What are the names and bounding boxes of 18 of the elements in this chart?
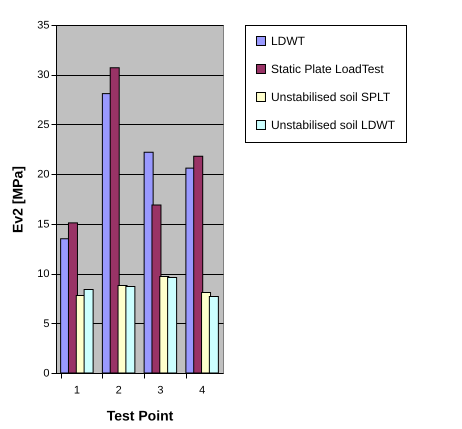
x-tick-label: 1 [74,384,80,396]
y-tick-label: 35 [37,20,50,32]
x-tick-label: 3 [157,384,164,396]
legend-label: Unstabilised soil LDWT [271,118,396,132]
y-axis-title: Ev2 [MPa] [9,166,26,233]
y-tick-label: 5 [43,318,50,330]
x-axis-title: Test Point [106,408,174,424]
y-tick-label: 30 [37,69,50,82]
x-tick-label: 2 [116,384,122,396]
y-tick-label: 20 [37,168,50,181]
y-tick-label: 0 [43,368,50,380]
legend-label: Static Plate LoadTest [271,62,384,76]
y-tick-label: 10 [37,268,50,280]
y-tick-label: 15 [37,218,50,230]
legend-label: Unstabilised soil SPLT [271,90,391,104]
y-tick-label: 25 [37,118,50,131]
x-tick-label: 4 [199,384,206,396]
legend-label: LDWT [271,34,306,48]
